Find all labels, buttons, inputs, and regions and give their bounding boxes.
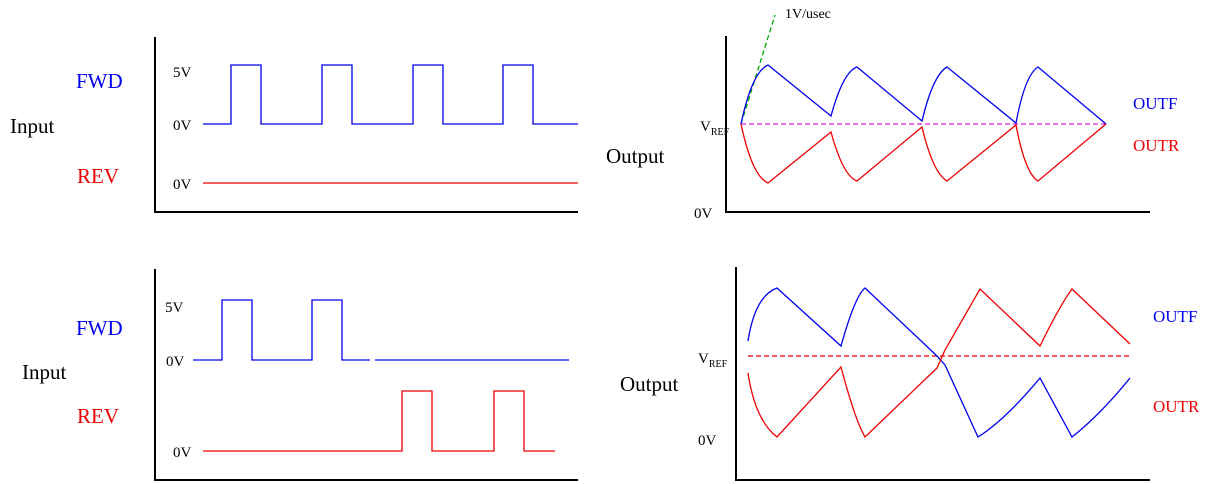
- bottom-fwd-waveform: [193, 299, 370, 361]
- bottom-outr-waveform: [747, 287, 1131, 439]
- top-outf-waveform: [740, 64, 1107, 125]
- bottom-rev-label: REV: [77, 404, 119, 428]
- bottom-vref-label: VREF: [698, 351, 728, 370]
- bottom-output-axes: [735, 267, 1150, 481]
- top-vref-label: VREF: [700, 119, 730, 138]
- top-input-label: Input: [10, 114, 54, 138]
- bottom-0v-fwd-label: 0V: [166, 354, 185, 370]
- bottom-output-label: Output: [620, 372, 679, 396]
- bottom-outf-label: OUTF: [1153, 307, 1197, 326]
- top-fwd-waveform: [203, 64, 578, 125]
- top-input-panel: Input FWD REV 5V 0V 0V: [10, 37, 578, 213]
- bottom-outf-waveform: [747, 287, 1131, 438]
- top-outf-label: OUTF: [1133, 94, 1177, 113]
- top-output-label: Output: [606, 144, 665, 168]
- top-outr-waveform: [740, 123, 1107, 184]
- top-output-panel: Output 1V/usec VREF 0V OUTF OUTR: [606, 7, 1180, 222]
- bottom-0v-label: 0V: [698, 433, 717, 449]
- top-outr-label: OUTR: [1133, 136, 1180, 155]
- bottom-outr-label: OUTR: [1153, 397, 1200, 416]
- bottom-5v-label: 5V: [165, 300, 184, 316]
- bottom-input-axes: [154, 269, 578, 481]
- top-slope-label: 1V/usec: [785, 7, 831, 22]
- top-slope-line: [740, 14, 776, 125]
- top-input-axes: [154, 37, 578, 213]
- top-0v-label: 0V: [694, 206, 713, 222]
- bottom-fwd-label: FWD: [76, 316, 123, 340]
- bottom-input-label: Input: [22, 360, 66, 384]
- top-0v-rev-label: 0V: [173, 177, 192, 193]
- bottom-output-panel: Output VREF 0V OUTF OUTR: [620, 267, 1200, 481]
- top-5v-label: 5V: [173, 65, 192, 81]
- bottom-0v-rev-label: 0V: [173, 445, 192, 461]
- top-output-axes: [725, 36, 1150, 213]
- top-fwd-label: FWD: [76, 69, 123, 93]
- top-0v-fwd-label: 0V: [173, 118, 192, 134]
- bottom-rev-waveform: [203, 390, 555, 452]
- bottom-input-panel: Input FWD REV 5V 0V 0V: [22, 269, 578, 481]
- top-rev-label: REV: [77, 164, 119, 188]
